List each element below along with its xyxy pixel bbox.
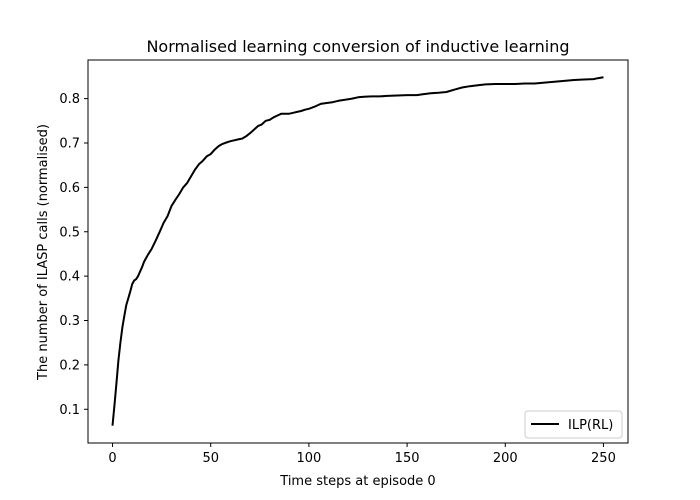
legend-box <box>524 410 623 439</box>
y-tick-label: 0.5 <box>59 225 80 240</box>
y-tick-label: 0.3 <box>59 314 80 329</box>
legend: ILP(RL) <box>524 410 623 439</box>
x-tick-label: 200 <box>493 451 518 466</box>
x-tick-label: 100 <box>296 451 321 466</box>
y-tick-label: 0.6 <box>59 181 80 196</box>
y-tick-label: 0.2 <box>59 358 80 373</box>
series-layer <box>111 76 604 426</box>
x-tick-label: 50 <box>202 451 219 466</box>
x-tick-label: 250 <box>591 451 616 466</box>
x-axis: 0 50 100 150 200 250 <box>108 443 616 466</box>
legend-label-ilp-rl: ILP(RL) <box>568 418 613 433</box>
y-tick-label: 0.8 <box>59 92 80 107</box>
y-tick-label: 0.1 <box>59 403 80 418</box>
y-tick-label: 0.4 <box>59 270 80 285</box>
plot-area-frame <box>87 59 629 444</box>
y-axis-label: The number of ILASP calls (normalised) <box>36 124 51 381</box>
series-line-ilp-rl <box>111 76 604 426</box>
chart-title: Normalised learning conversion of induct… <box>146 37 569 56</box>
x-axis-label: Time steps at episode 0 <box>279 474 435 489</box>
y-tick-label: 0.7 <box>59 136 80 151</box>
x-tick-label: 150 <box>395 451 420 466</box>
y-axis: 0.1 0.2 0.3 0.4 0.5 0.6 0.7 0.8 <box>59 92 88 418</box>
x-tick-label: 0 <box>108 451 116 466</box>
